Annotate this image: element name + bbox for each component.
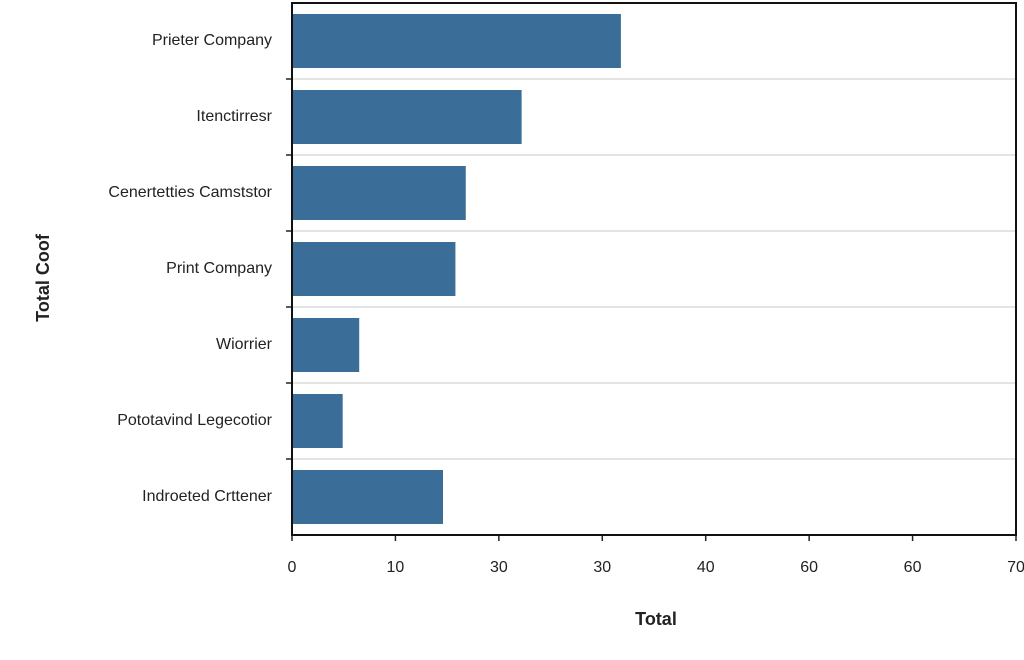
bar bbox=[292, 242, 456, 296]
x-tick-label: 40 bbox=[697, 559, 715, 576]
bar bbox=[292, 14, 621, 68]
x-tick-label: 0 bbox=[288, 559, 297, 576]
x-tick-label: 70 bbox=[1007, 559, 1024, 576]
bar bbox=[292, 470, 444, 524]
x-tick-label: 30 bbox=[490, 559, 508, 576]
y-axis-title: Total Coof bbox=[33, 233, 53, 322]
x-axis-title: Total bbox=[635, 609, 677, 629]
bar bbox=[292, 90, 522, 144]
x-tick-label: 30 bbox=[593, 559, 611, 576]
y-tick-label: Pototavind Legecotior bbox=[117, 412, 272, 429]
bar bbox=[292, 394, 343, 448]
y-tick-label: Indroeted Crttener bbox=[142, 488, 273, 505]
plot-frame bbox=[291, 2, 1017, 536]
x-tick-label: 60 bbox=[800, 559, 818, 576]
y-tick-label: Cenertetties Camststor bbox=[108, 184, 272, 201]
x-tick-label: 60 bbox=[904, 559, 922, 576]
y-tick-label: Prieter Company bbox=[152, 32, 272, 49]
x-tick-label: 10 bbox=[387, 559, 405, 576]
bar bbox=[292, 166, 466, 220]
y-tick-label: Wiorrier bbox=[216, 336, 273, 353]
y-tick-label: Print Company bbox=[166, 260, 272, 277]
bar bbox=[292, 318, 360, 372]
y-tick-label: Itenctirresr bbox=[196, 108, 272, 125]
